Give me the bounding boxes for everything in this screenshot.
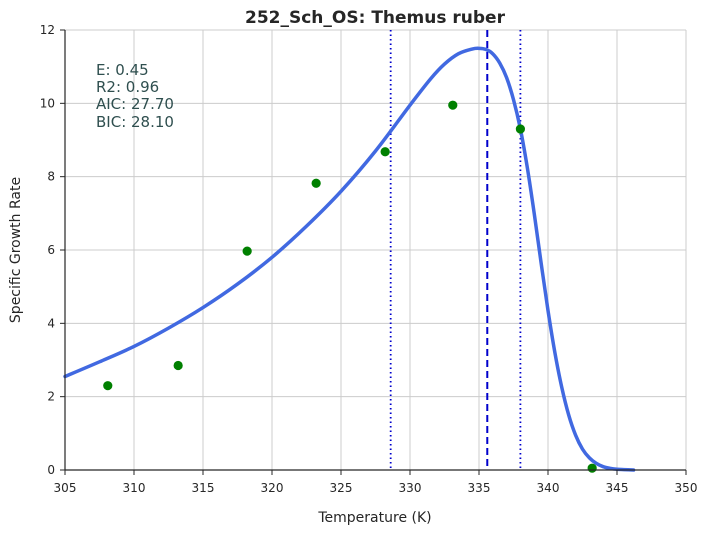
- x-tick-label: 340: [537, 481, 560, 495]
- x-tick-label: 325: [330, 481, 353, 495]
- annotation-bic: BIC: 28.10: [96, 113, 174, 131]
- x-tick-label: 345: [606, 481, 629, 495]
- x-ticks: 305 310 315 320 325 330 335 340 345 350: [54, 470, 698, 495]
- fitted-curve-line: [63, 46, 636, 472]
- x-tick-label: 305: [54, 481, 77, 495]
- x-tick-label: 320: [261, 481, 284, 495]
- y-axis-label: Specific Growth Rate: [8, 177, 24, 323]
- x-tick-label: 315: [192, 481, 215, 495]
- data-points: [103, 100, 597, 473]
- y-tick-label: 12: [40, 23, 55, 37]
- x-tick-label: 310: [123, 481, 146, 495]
- chart-title: 252_Sch_OS: Themus ruber: [245, 8, 506, 28]
- annotation-e: E: 0.45: [96, 61, 149, 79]
- data-point: [380, 147, 390, 157]
- y-tick-label: 8: [47, 170, 55, 184]
- data-point: [311, 178, 321, 188]
- y-tick-label: 4: [47, 316, 55, 330]
- x-tick-label: 330: [399, 481, 422, 495]
- data-point: [448, 100, 458, 110]
- y-tick-label: 2: [47, 390, 55, 404]
- fit-statistics: E: 0.45 R2: 0.96 AIC: 27.70 BIC: 28.10: [96, 61, 174, 131]
- x-tick-label: 335: [468, 481, 491, 495]
- fitted-curve: [63, 46, 636, 472]
- y-tick-label: 10: [40, 96, 55, 110]
- data-point: [515, 124, 526, 134]
- data-point: [587, 463, 597, 473]
- x-tick-label: 350: [675, 481, 698, 495]
- data-point: [103, 381, 113, 391]
- x-axis-label: Temperature (K): [317, 510, 431, 526]
- annotation-r2: R2: 0.96: [96, 78, 159, 96]
- y-tick-label: 0: [47, 463, 55, 477]
- reference-lines: [389, 30, 522, 470]
- data-point: [242, 246, 252, 256]
- y-tick-label: 6: [47, 243, 55, 257]
- y-ticks: 0 2 4 6 8 10 12: [40, 23, 65, 477]
- data-point: [173, 360, 183, 371]
- annotation-aic: AIC: 27.70: [96, 95, 174, 113]
